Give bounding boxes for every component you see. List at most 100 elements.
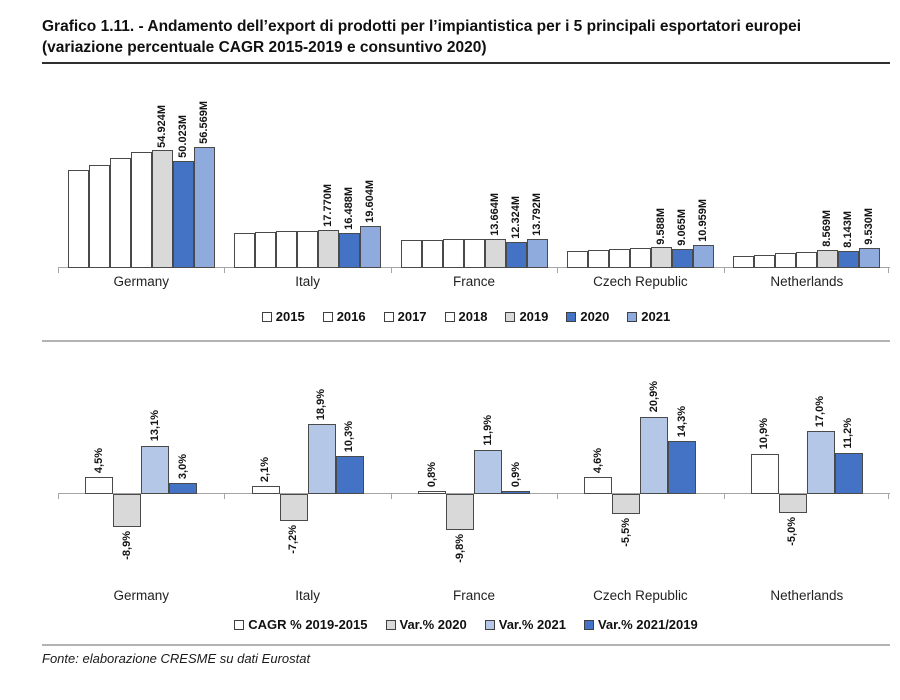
axis-tick <box>888 268 889 273</box>
legend-item-var-2021: Var.% 2021 <box>484 617 566 632</box>
category-label-italy: Italy <box>295 274 320 289</box>
data-label: 12.324M <box>509 195 522 239</box>
bar-2016-netherlands <box>754 254 776 268</box>
legend-item-2020: 2020 <box>566 309 609 324</box>
data-label: 14,3% <box>675 405 688 438</box>
data-label: 4,5% <box>92 448 105 474</box>
data-label: 16.488M <box>343 186 356 230</box>
data-label: 8.569M <box>821 209 834 247</box>
category-group-czech-republic: 9.588M 9.065M 10.959M <box>557 78 723 268</box>
data-label: -5,0% <box>786 516 799 546</box>
data-label: 9.530M <box>863 207 876 245</box>
category-group-france: 13.664M 12.324M 13.792M <box>391 78 557 268</box>
bar-2019-netherlands <box>817 249 839 268</box>
percent-variation-plot: 4,5% -8,9% 13,1% 3,0% 2,1% -7,2% 18,9% 10,3% 0,8… <box>58 356 890 582</box>
data-label: -9,8% <box>453 534 466 563</box>
legend-swatch <box>261 311 272 322</box>
bar-2021-germany <box>193 146 215 268</box>
bar-group: 4,6% -5,5% 20,9% 14,3% <box>584 356 697 582</box>
bar-2017-germany <box>109 157 131 268</box>
section-divider <box>42 340 890 342</box>
legend-label: Var.% 2021 <box>498 617 566 632</box>
bar-2016-germany <box>88 165 110 268</box>
legend-label: 2021 <box>641 309 671 324</box>
percent-variation-categories: Germany Italy France Czech Republic Netherla… <box>58 588 890 603</box>
legend-item-2019: 2019 <box>505 309 548 324</box>
legend-label: CAGR % 2019-2015 <box>248 617 368 632</box>
axis-tick <box>723 268 725 273</box>
data-label: 54.924M <box>155 104 168 148</box>
export-values-chart: 54.924M 50.023M 56.569M 17.770M 16.488M 19.60… <box>42 78 890 324</box>
data-label: 3,0% <box>176 453 189 479</box>
bar-group: 8.569M 8.143M 9.530M <box>733 78 881 268</box>
bar-2018-germany <box>130 152 152 268</box>
bar-group: 10,9% -5,0% 17,0% 11,2% <box>750 356 863 582</box>
data-label: 13.792M <box>530 192 543 236</box>
axis-tick <box>557 268 559 273</box>
legend-swatch <box>234 619 245 630</box>
bar-2016-czech-republic <box>587 250 609 268</box>
data-label: 4,6% <box>591 447 604 473</box>
category-label-germany: Germany <box>113 274 169 289</box>
axis-tick <box>888 494 889 499</box>
bar-var-2021-netherlands <box>806 431 835 494</box>
bar-2020-france <box>505 241 527 268</box>
bar-group: 54.924M 50.023M 56.569M <box>67 78 215 268</box>
bar-2019-france <box>484 238 506 268</box>
legend-label: 2020 <box>580 309 610 324</box>
bar-2015-france <box>400 239 422 268</box>
legend-swatch <box>627 311 638 322</box>
category-group-netherlands: 10,9% -5,0% 17,0% 11,2% <box>724 356 890 582</box>
data-label: 2,1% <box>259 457 272 483</box>
bar-2018-czech-republic <box>629 248 651 268</box>
data-label: 10,9% <box>758 418 771 450</box>
export-values-plot: 54.924M 50.023M 56.569M 17.770M 16.488M 19.60… <box>58 78 890 273</box>
data-label: -7,2% <box>287 524 300 554</box>
data-label: 9.588M <box>654 207 667 245</box>
data-label: 13.664M <box>488 192 501 236</box>
document-page: Grafico 1.11. - Andamento dell’export di… <box>42 16 890 666</box>
bar-var-2020-netherlands <box>778 494 807 513</box>
bar-2015-italy <box>234 233 256 268</box>
category-group-germany: 4,5% -8,9% 13,1% 3,0% <box>58 356 224 582</box>
export-values-legend: 2015 2016 2017 2018 2019 2020 2021 <box>42 309 890 324</box>
bar-cagr-2019-2015-france <box>418 491 447 494</box>
category-label-italy: Italy <box>295 588 320 603</box>
category-label-france: France <box>453 588 496 603</box>
axis-tick <box>390 494 392 499</box>
data-label: 8.143M <box>842 210 855 248</box>
chart-header: Grafico 1.11. - Andamento dell’export di… <box>42 16 890 64</box>
percent-variation-legend: CAGR % 2019-2015 Var.% 2020 Var.% 2021 Var.… <box>42 617 890 632</box>
legend-item-2015: 2015 <box>261 309 305 324</box>
data-label: 11,9% <box>481 415 494 446</box>
axis-tick <box>58 494 59 499</box>
legend-label: 2019 <box>519 309 549 324</box>
bar-var-2020-germany <box>113 494 142 527</box>
legend-item-2021: 2021 <box>627 309 670 324</box>
data-label: 13,1% <box>148 410 161 442</box>
percent-variation-chart: 4,5% -8,9% 13,1% 3,0% 2,1% -7,2% 18,9% 10,3% 0,8… <box>42 356 890 632</box>
title-rule <box>42 62 890 64</box>
footer-rule <box>42 644 890 646</box>
data-label: 17,0% <box>814 395 827 428</box>
data-label: 18,9% <box>315 388 328 421</box>
bar-2017-czech-republic <box>608 249 630 268</box>
bar-2016-france <box>421 239 443 268</box>
legend-label: 2017 <box>397 309 427 324</box>
legend-label: 2016 <box>336 309 366 324</box>
axis-tick <box>390 268 392 273</box>
data-label: -8,9% <box>120 530 133 560</box>
bar-2020-germany <box>172 160 194 268</box>
legend-item-2018: 2018 <box>444 309 487 324</box>
x-axis-line <box>58 493 890 494</box>
legend-swatch <box>583 619 594 630</box>
bar-2015-czech-republic <box>566 250 588 268</box>
category-group-italy: 2,1% -7,2% 18,9% 10,3% <box>224 356 390 582</box>
bar-var-2020-france <box>446 494 475 531</box>
bar-2015-germany <box>67 170 89 268</box>
legend-label: 2015 <box>275 309 305 324</box>
category-group-italy: 17.770M 16.488M 19.604M <box>224 78 390 268</box>
bar-var-2021-2019-italy <box>335 455 364 494</box>
bar-2021-netherlands <box>859 247 881 268</box>
legend-swatch <box>322 311 333 322</box>
